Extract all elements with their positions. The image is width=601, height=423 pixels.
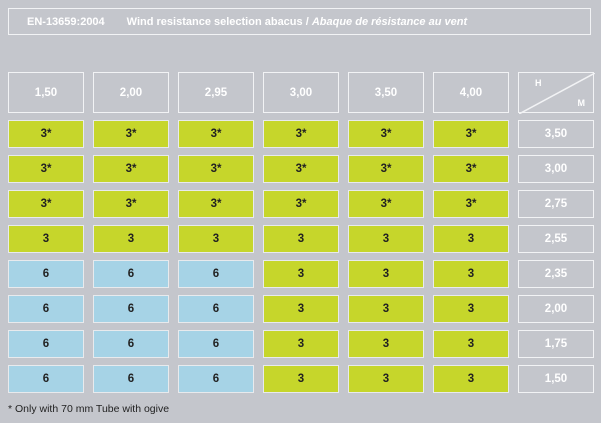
table-cell: 3 [263,295,339,323]
row-m-value: 1,75 [518,330,594,358]
table-cell: 6 [8,330,84,358]
table-cell: 3* [263,190,339,218]
table-cell: 6 [8,260,84,288]
row-m-value: 1,50 [518,365,594,393]
table-cell: 3* [8,190,84,218]
standard-code: EN-13659:2004 [27,15,105,28]
row-m-value: 3,50 [518,120,594,148]
table-cell: 6 [93,365,169,393]
column-header: 2,95 [178,72,254,113]
table-cell: 3* [348,120,424,148]
table-cell: 6 [178,260,254,288]
table-cell: 3* [93,120,169,148]
table-cell: 3 [433,225,509,253]
table-cell: 3* [348,155,424,183]
table-cell: 3* [93,155,169,183]
table-cell: 6 [93,260,169,288]
table-cell: 3* [433,120,509,148]
row-m-value: 2,75 [518,190,594,218]
table-cell: 3* [263,120,339,148]
table-cell: 3* [433,155,509,183]
table-cell: 3 [348,295,424,323]
row-m-value: 2,00 [518,295,594,323]
column-header: 4,00 [433,72,509,113]
table-cell: 3* [263,155,339,183]
footnote: * Only with 70 mm Tube with ogive [8,403,170,415]
table-cell: 6 [93,330,169,358]
column-header: 3,50 [348,72,424,113]
column-header: 2,00 [93,72,169,113]
table-cell: 3 [348,260,424,288]
table-cell: 6 [178,330,254,358]
table-cell: 6 [178,295,254,323]
width-axis-label: M [577,98,586,108]
wind-resistance-table: 1,50 2,00 2,95 3,00 3,50 4,00 H M 3* 3* 3*… [8,72,595,393]
table-cell: 3* [178,120,254,148]
table-cell: 6 [8,365,84,393]
table-cell: 3 [8,225,84,253]
table-cell: 6 [178,365,254,393]
table-cell: 3 [433,365,509,393]
row-m-value: 2,55 [518,225,594,253]
table-cell: 3 [433,295,509,323]
column-header: 3,00 [263,72,339,113]
diagonal-divider [519,73,595,114]
table-cell: 3* [8,120,84,148]
title-english: Wind resistance selection abacus / [126,15,309,28]
table-cell: 3 [348,225,424,253]
document-header: EN-13659:2004 Wind resistance selection … [8,8,591,35]
title-french: Abaque de résistance au vent [311,15,468,28]
table-cell: 3 [348,365,424,393]
table-cell: 3 [263,225,339,253]
table-cell: 3* [178,190,254,218]
column-header: 1,50 [8,72,84,113]
row-m-value: 2,35 [518,260,594,288]
table-cell: 3 [263,365,339,393]
table-cell: 6 [93,295,169,323]
axis-corner-header: H M [518,72,595,114]
table-cell: 3 [348,330,424,358]
table-cell: 3* [93,190,169,218]
table-cell: 3 [93,225,169,253]
table-cell: 3 [263,260,339,288]
table-cell: 3* [178,155,254,183]
table-cell: 3 [178,225,254,253]
table-cell: 3 [433,260,509,288]
table-cell: 3* [8,155,84,183]
table-cell: 3* [348,190,424,218]
table-cell: 3 [433,330,509,358]
row-m-value: 3,00 [518,155,594,183]
table-cell: 3 [263,330,339,358]
table-cell: 6 [8,295,84,323]
height-axis-label: H [535,78,542,88]
table-cell: 3* [433,190,509,218]
